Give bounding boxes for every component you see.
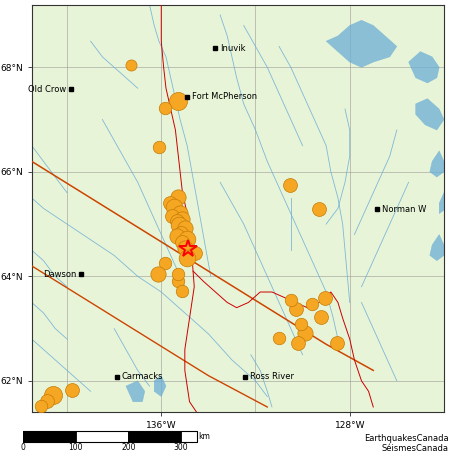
Bar [128, 431, 181, 442]
Text: EarthquakesCanada
SéismesCanada: EarthquakesCanada SéismesCanada [364, 434, 448, 453]
Text: Old Crow: Old Crow [28, 85, 66, 94]
Bar [23, 431, 197, 442]
Polygon shape [439, 193, 448, 213]
Polygon shape [126, 381, 145, 402]
Polygon shape [154, 376, 166, 397]
Text: Ross River: Ross River [250, 372, 294, 381]
Bar [181, 431, 197, 442]
Polygon shape [409, 52, 439, 83]
Text: Fort McPherson: Fort McPherson [192, 92, 257, 101]
Text: 300: 300 [174, 443, 188, 452]
Text: 0: 0 [20, 443, 25, 452]
Text: Norman W: Norman W [381, 205, 426, 214]
Polygon shape [416, 98, 444, 130]
Polygon shape [430, 234, 444, 261]
Bar [23, 431, 76, 442]
Text: km: km [198, 432, 211, 441]
Text: 200: 200 [121, 443, 135, 452]
Polygon shape [430, 151, 444, 177]
Text: 100: 100 [68, 443, 83, 452]
Text: Carmacks: Carmacks [121, 372, 163, 381]
Text: Dawson: Dawson [43, 270, 77, 279]
Polygon shape [326, 20, 397, 67]
Text: Inuvik: Inuvik [220, 44, 246, 53]
Bar [76, 431, 128, 442]
